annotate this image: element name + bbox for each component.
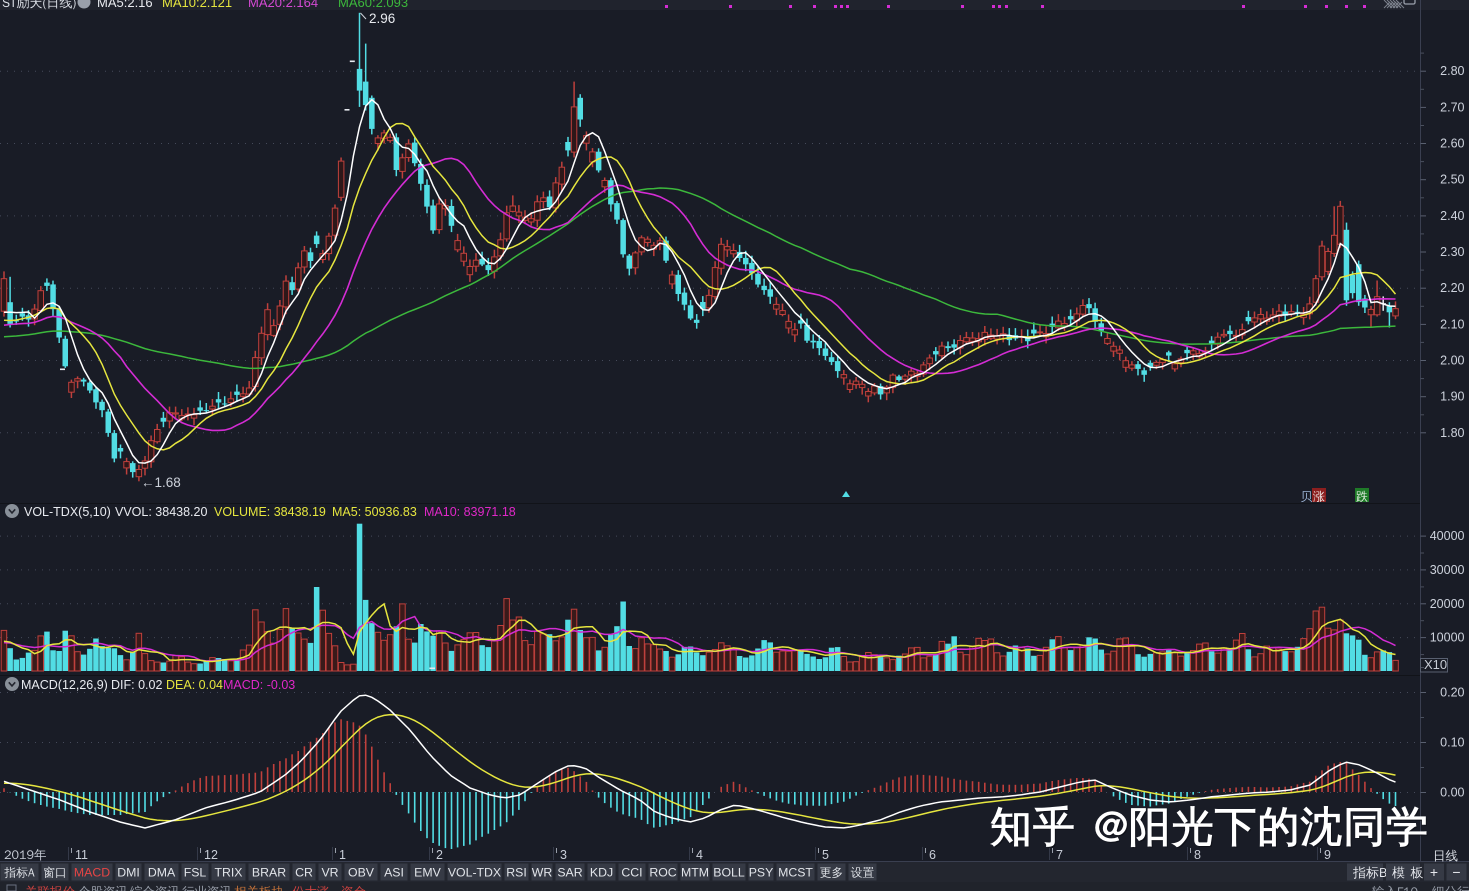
svg-text:SAR: SAR [557, 866, 582, 880]
svg-text:2.96: 2.96 [369, 11, 395, 26]
svg-text:OBV: OBV [348, 866, 375, 880]
svg-text:7: 7 [1056, 848, 1063, 862]
svg-text:3: 3 [560, 848, 567, 862]
svg-text:30000: 30000 [1430, 563, 1465, 577]
svg-text:MTM: MTM [681, 866, 709, 880]
svg-text:+: + [1430, 864, 1438, 880]
svg-text:VVOL: 38438.20: VVOL: 38438.20 [115, 505, 207, 519]
svg-text:VOL-TDX(5,10): VOL-TDX(5,10) [24, 505, 111, 519]
svg-text:BRAR: BRAR [252, 866, 286, 880]
svg-text:20000: 20000 [1430, 597, 1465, 611]
svg-text:MA10: 83971.18: MA10: 83971.18 [424, 505, 516, 519]
svg-text:MCST: MCST [778, 866, 813, 880]
svg-text:2.60: 2.60 [1440, 137, 1464, 151]
svg-text:0.10: 0.10 [1440, 736, 1464, 750]
svg-text:2.10: 2.10 [1440, 317, 1464, 331]
svg-text:2.30: 2.30 [1440, 245, 1464, 259]
svg-text:12: 12 [204, 848, 218, 862]
svg-text:MA10:2.121: MA10:2.121 [162, 0, 232, 10]
svg-text:11: 11 [75, 848, 88, 862]
svg-text:2: 2 [436, 848, 443, 862]
svg-text:DMA: DMA [148, 866, 176, 880]
svg-text:9: 9 [1324, 848, 1331, 862]
svg-text:FSL: FSL [184, 866, 207, 880]
svg-text:2.20: 2.20 [1440, 281, 1464, 295]
svg-text:1.80: 1.80 [1440, 426, 1464, 440]
svg-text:PSY: PSY [749, 866, 774, 880]
svg-text:CR: CR [295, 866, 313, 880]
svg-text:VR: VR [321, 866, 338, 880]
svg-text:RSI: RSI [506, 866, 527, 880]
svg-text:MA60:2.093: MA60:2.093 [338, 0, 408, 10]
svg-text:WR: WR [532, 866, 553, 880]
svg-text:CCI: CCI [621, 866, 642, 880]
svg-text:5: 5 [822, 848, 829, 862]
svg-text:VOL-TDX: VOL-TDX [448, 866, 501, 880]
svg-text:MA5: 50936.83: MA5: 50936.83 [332, 505, 417, 519]
svg-text:10000: 10000 [1430, 631, 1465, 645]
svg-text:1.90: 1.90 [1440, 390, 1464, 404]
svg-text:MACD(12,26,9): MACD(12,26,9) [21, 678, 108, 692]
svg-text:X10: X10 [1424, 657, 1447, 672]
svg-text:6: 6 [929, 848, 936, 862]
svg-text:2.50: 2.50 [1440, 173, 1464, 187]
svg-text:EMV: EMV [414, 866, 441, 880]
svg-text:DMI: DMI [117, 866, 140, 880]
svg-text:2.00: 2.00 [1440, 354, 1464, 368]
svg-text:BOLL: BOLL [713, 866, 745, 880]
svg-text:←1.68: ←1.68 [141, 475, 181, 490]
svg-text:8: 8 [1194, 848, 1201, 862]
svg-text:0.20: 0.20 [1440, 686, 1464, 700]
svg-text:MA5:2.16: MA5:2.16 [97, 0, 153, 10]
svg-text:2.70: 2.70 [1440, 100, 1464, 114]
svg-text:ROC: ROC [649, 866, 676, 880]
svg-text:DEA: 0.04: DEA: 0.04 [166, 678, 223, 692]
svg-text:−: − [1452, 864, 1460, 880]
svg-text:2.80: 2.80 [1440, 64, 1464, 78]
svg-text:DIF: 0.02: DIF: 0.02 [111, 678, 162, 692]
svg-text:4: 4 [696, 848, 703, 862]
svg-text:0.00: 0.00 [1440, 786, 1464, 800]
svg-text:VOLUME: 38438.19: VOLUME: 38438.19 [214, 505, 326, 519]
svg-text:40000: 40000 [1430, 529, 1465, 543]
svg-text:MACD: MACD [74, 866, 110, 880]
svg-text:MACD: -0.03: MACD: -0.03 [223, 678, 295, 692]
svg-text:KDJ: KDJ [590, 866, 613, 880]
svg-text:2.40: 2.40 [1440, 209, 1464, 223]
svg-text:1: 1 [339, 848, 346, 862]
svg-text:MA20:2.164: MA20:2.164 [248, 0, 318, 10]
svg-text:ASI: ASI [384, 866, 404, 880]
svg-text:TRIX: TRIX [214, 866, 242, 880]
